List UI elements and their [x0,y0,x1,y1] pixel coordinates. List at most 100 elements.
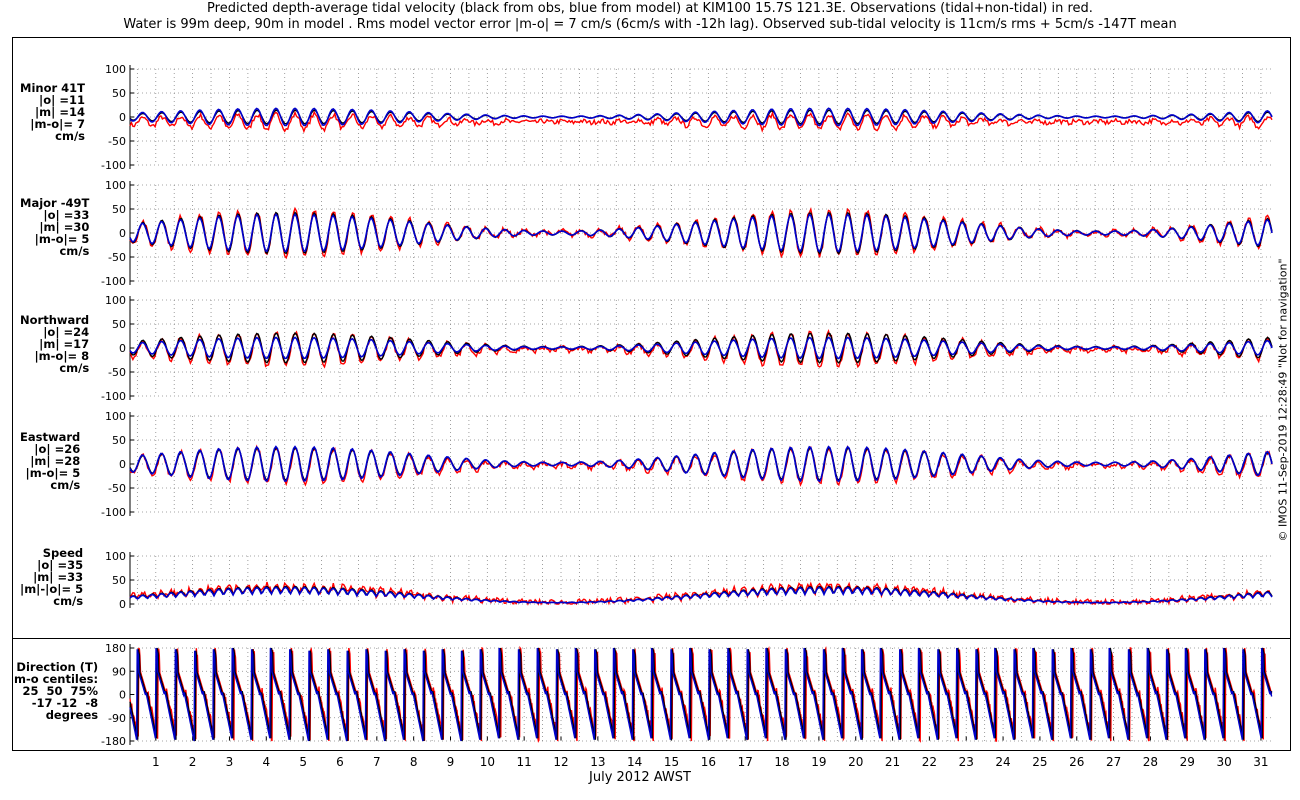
major-series-model [129,212,1273,253]
major-y-tick-label: -50 [108,251,126,264]
minor-series-obs_total [129,110,1273,134]
speed-y-tick-label: 0 [119,598,126,611]
major-y-tick-label: 100 [105,179,126,192]
x-tick-label-11: 11 [517,755,532,769]
northward-y-tick-label: 100 [105,294,126,307]
x-tick-label-17: 17 [738,755,753,769]
northward-panel-label: Northward |o| =24 |m| =17 |m-o|= 8 cm/s [20,314,89,374]
x-tick-label-3: 3 [226,755,234,769]
minor-series-model [129,107,1273,127]
northward-y-tick-label: -100 [101,390,126,403]
major-label-line: Major -49T [20,196,90,210]
eastward-y-tick-label: -50 [108,482,126,495]
copyright-credit: © IMOS 11-Sep-2019 12:28:49 "Not for nav… [1276,258,1290,542]
x-tick-label-8: 8 [410,755,418,769]
minor-y-tick-label: -100 [101,159,126,172]
x-tick-label-7: 7 [373,755,381,769]
major-y-tick-label: -100 [101,275,126,288]
northward-y-tick-label: 50 [112,318,126,331]
minor-label-line: cm/s [55,129,85,143]
major-label-line: |m| =30 [39,220,90,234]
speed-series-obs_total [129,581,1273,606]
minor-y-tick-label: 50 [112,87,126,100]
speed-y-tick-label: 100 [105,550,126,563]
direction-label-line: Direction (T) [16,660,99,674]
x-tick-label-15: 15 [664,755,679,769]
eastward-label-line: |o| =26 [34,442,81,456]
major-y-tick-label: 50 [112,203,126,216]
speed-label-line: |o| =35 [37,558,84,572]
chart-title-line-1: Predicted depth-average tidal velocity (… [207,1,1093,16]
minor-panel-label: Minor 41T |o| =11 |m| =14 |m-o|= 7 cm/s [20,82,85,142]
x-axis-label: July 2012 AWST [0,770,1300,785]
direction-label-line: m-o centiles: [14,672,99,686]
major-label-line: |m-o|= 5 [34,232,90,246]
speed-label-line: |m| =33 [33,570,84,584]
direction-y-tick-label: 90 [112,665,126,678]
northward-series-model [129,336,1273,360]
eastward-y-tick-label: 50 [112,434,126,447]
x-tick-label-23: 23 [959,755,974,769]
northward-label-line: |m| =17 [39,337,90,351]
x-tick-label-10: 10 [480,755,495,769]
x-tick-label-5: 5 [299,755,307,769]
x-tick-label-14: 14 [627,755,642,769]
minor-label-line: |m-o|= 7 [30,117,85,131]
minor-y-tick-label: -50 [108,135,126,148]
northward-y-tick-label: -50 [108,366,126,379]
x-tick-label-27: 27 [1106,755,1121,769]
eastward-y-tick-label: 0 [119,458,126,471]
major-label-line: cm/s [59,244,90,258]
direction-panel-label: Direction (T) m-o centiles: 25 50 75% -17 -… [14,661,98,721]
direction-y-tick-label: 180 [105,642,126,655]
x-tick-label-9: 9 [447,755,455,769]
x-tick-label-31: 31 [1253,755,1268,769]
speed-label-line: Speed [42,546,84,560]
major-panel-label: Major -49T |o| =33 |m| =30 |m-o|= 5 cm/s [20,197,89,257]
northward-label-line: |m-o|= 8 [34,349,90,363]
speed-series-model [129,586,1273,604]
major-y-tick-label: 0 [119,227,126,240]
x-tick-label-13: 13 [590,755,605,769]
eastward-label-line: |m| =28 [30,454,81,468]
x-tick-label-20: 20 [848,755,863,769]
minor-label-line: |o| =11 [39,93,85,107]
direction-label-line: degrees [45,708,99,722]
direction-label-line: 25 50 75% [22,684,99,698]
x-tick-label-1: 1 [152,755,160,769]
direction-y-tick-label: 0 [119,689,126,702]
x-tick-label-25: 25 [1032,755,1047,769]
x-tick-label-2: 2 [189,755,197,769]
x-tick-label-12: 12 [553,755,568,769]
direction-series-obs_tidal [129,647,1273,742]
x-tick-label-22: 22 [922,755,937,769]
northward-y-tick-label: 0 [119,342,126,355]
eastward-label-line: Eastward [20,430,81,444]
northward-label-line: Northward [20,313,90,327]
eastward-y-tick-label: 100 [105,410,126,423]
minor-y-tick-label: 100 [105,63,126,76]
plot-frame [12,37,1291,751]
direction-series-model [129,647,1273,742]
x-tick-label-6: 6 [336,755,344,769]
x-tick-label-21: 21 [885,755,900,769]
minor-label-line: Minor 41T [20,81,85,95]
x-tick-label-24: 24 [995,755,1010,769]
x-tick-label-16: 16 [701,755,716,769]
direction-y-tick-label: -180 [101,735,126,748]
speed-label-line: cm/s [53,594,84,608]
x-axis-label-text: July 2012 AWST [589,770,691,785]
x-tick-label-18: 18 [774,755,789,769]
speed-label-line: |m|-|o|= 5 [20,582,84,596]
eastward-series-model [129,445,1273,483]
direction-label-line: -17 -12 -8 [31,696,99,710]
chart-title-line-2: Water is 99m deep, 90m in model . Rms mo… [123,17,1177,32]
major-label-line: |o| =33 [43,208,90,222]
eastward-y-tick-label: -100 [101,506,126,519]
x-tick-label-29: 29 [1180,755,1195,769]
speed-panel-label: Speed |o| =35 |m| =33 |m|-|o|= 5 cm/s [20,547,83,607]
x-tick-label-28: 28 [1143,755,1158,769]
direction-y-tick-label: -90 [108,712,126,725]
minor-label-line: |m| =14 [34,105,85,119]
